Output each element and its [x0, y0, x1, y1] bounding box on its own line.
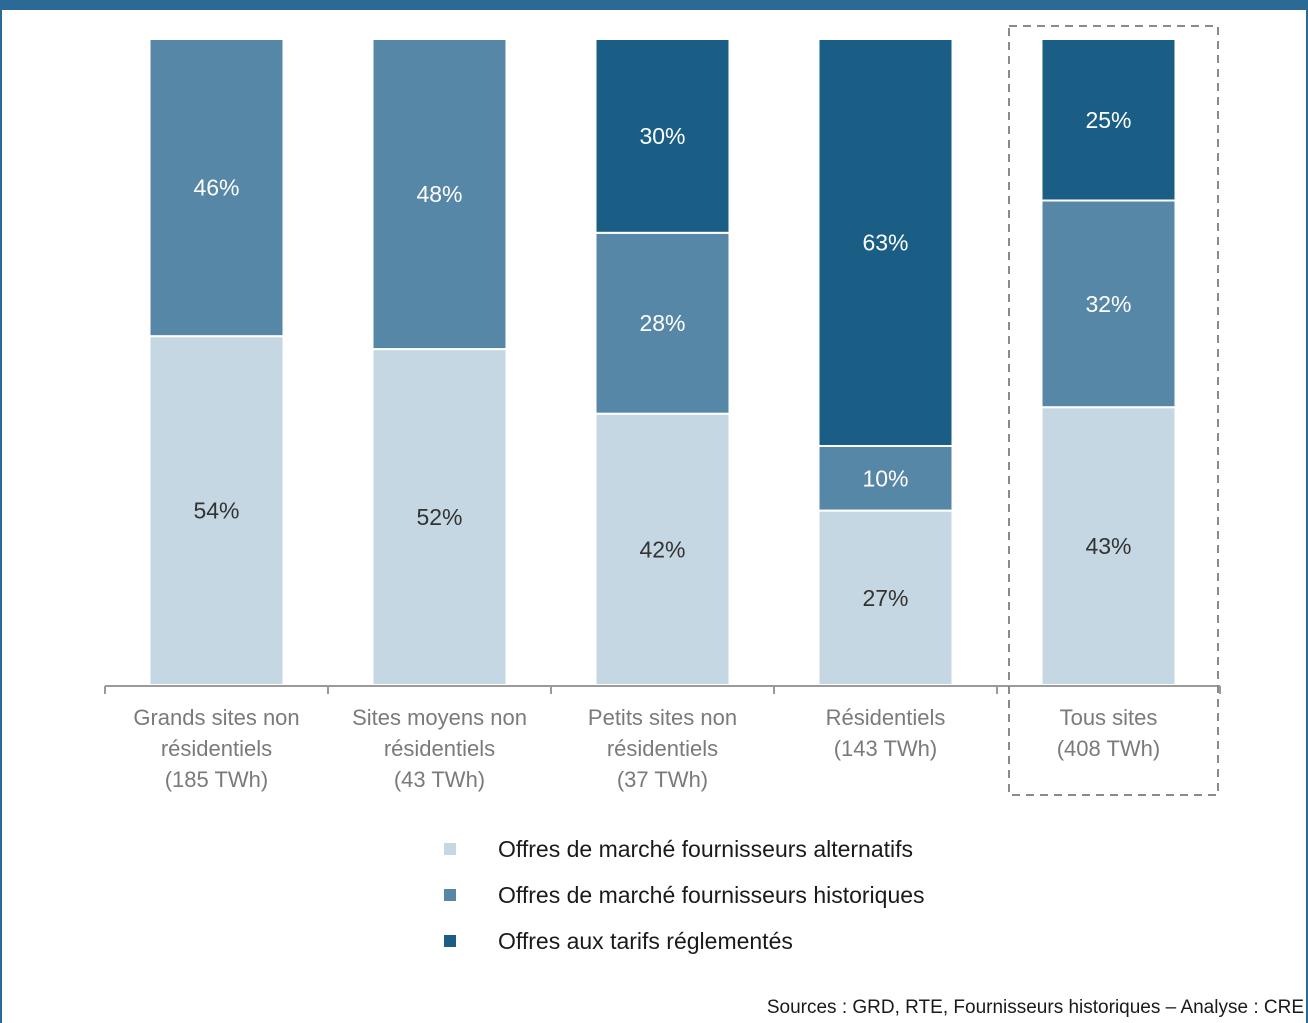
bar-segment-alternatifs-3 [594, 412, 731, 686]
source-note: Sources : GRD, RTE, Fournisseurs histori… [766, 997, 1304, 1018]
data-label-alternatifs-4: 27% [862, 585, 908, 611]
frame-right-border [1306, 0, 1308, 1023]
bar-segment-historiques-5 [1040, 199, 1177, 409]
data-label-historiques-5: 32% [1085, 291, 1131, 317]
legend-item-historiques: Offres de marché fournisseurs historique… [444, 872, 925, 918]
legend-item-reglementes: Offres aux tarifs réglementés [444, 918, 925, 964]
bar-segment-historiques-3 [594, 231, 731, 415]
data-label-historiques-4: 10% [862, 465, 908, 491]
data-label-reglementes-5: 25% [1085, 107, 1131, 133]
x-axis [104, 685, 1221, 694]
bar-segment-historiques-4 [817, 444, 954, 512]
bar-segment-reglementes-4 [817, 38, 954, 447]
frame-left-border [0, 0, 2, 1023]
data-label-alternatifs-5: 43% [1085, 533, 1131, 559]
bars-group [148, 38, 1177, 686]
legend: Offres de marché fournisseurs alternatif… [444, 826, 925, 964]
stacked-bar-chart: 54%46%52%48%42%28%30%27%10%63%43%32%25% … [104, 25, 1221, 796]
category-labels-group: Grands sites non résidentiels (185 TWh) Sit… [133, 705, 1160, 792]
data-label-reglementes-3: 30% [639, 123, 685, 149]
category-label-4: Résidentiels (143 TWh) [826, 705, 946, 761]
legend-item-alternatifs: Offres de marché fournisseurs alternatif… [444, 826, 925, 872]
bar-segment-historiques-2 [371, 38, 508, 351]
category-label-3: Petits sites non résidentiels (37 TWh) [588, 705, 737, 792]
legend-swatch-historiques [444, 889, 456, 901]
bar-segment-alternatifs-4 [817, 509, 954, 686]
header-bar [0, 0, 1308, 10]
bar-segment-reglementes-5 [1040, 38, 1177, 202]
bar-segment-alternatifs-5 [1040, 406, 1177, 686]
bar-segment-historiques-1 [148, 38, 285, 338]
legend-label-alternatifs: Offres de marché fournisseurs alternatif… [498, 835, 914, 862]
legend-swatch-reglementes [444, 935, 456, 947]
bar-labels-group: 54% 46% 52% 48% 42% 28% 30% 27% 10% 63% 43% 32% 25% [193, 107, 1131, 611]
legend-label-historiques: Offres de marché fournisseurs historique… [498, 881, 925, 908]
legend-swatch-alternatifs [444, 843, 456, 855]
data-label-reglementes-4: 63% [862, 229, 908, 255]
highlight-box [1008, 25, 1219, 796]
data-label-historiques-3: 28% [639, 310, 685, 336]
data-label-historiques-2: 48% [416, 181, 462, 207]
bar-segment-reglementes-3 [594, 38, 731, 234]
data-label-historiques-1: 46% [193, 175, 239, 201]
category-label-2: Sites moyens non résidentiels (43 TWh) [352, 705, 527, 792]
data-label-alternatifs-2: 52% [416, 504, 462, 530]
data-label-alternatifs-1: 54% [193, 498, 239, 524]
category-label-5: Tous sites (408 TWh) [1057, 705, 1161, 761]
legend-label-reglementes: Offres aux tarifs réglementés [498, 927, 793, 954]
data-label-alternatifs-3: 42% [639, 536, 685, 562]
category-label-1: Grands sites non résidentiels (185 TWh) [133, 705, 299, 792]
